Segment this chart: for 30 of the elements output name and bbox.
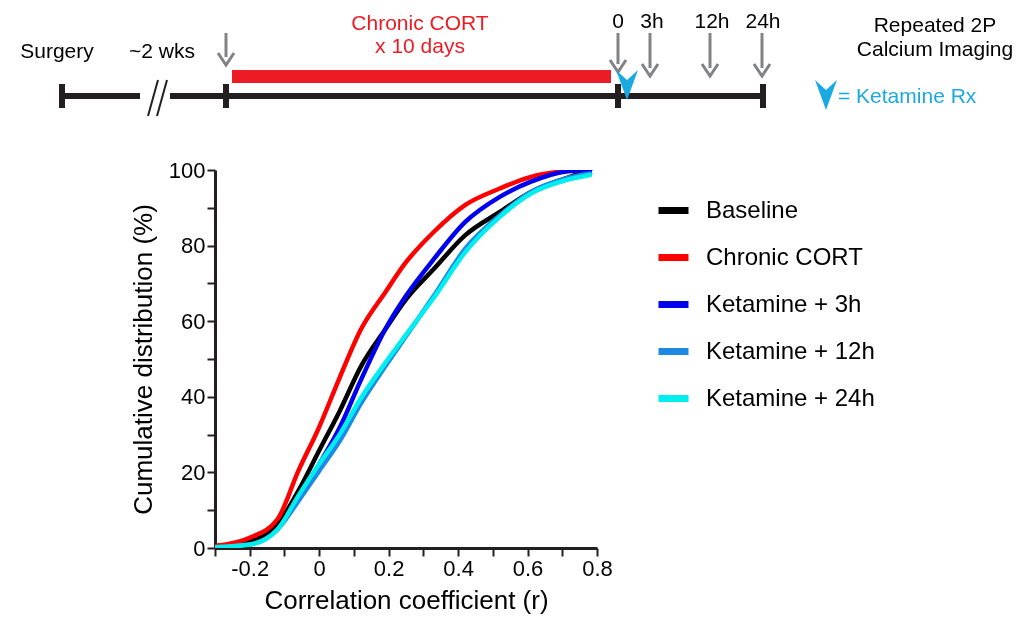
y-tick-label: 40 xyxy=(181,384,206,410)
y-tick-label: 20 xyxy=(181,459,206,485)
y-tick-label: 0 xyxy=(193,535,206,561)
text: 24h xyxy=(745,9,781,32)
x-tick-label: -0.2 xyxy=(231,555,270,581)
x-tick-label: 0.8 xyxy=(582,555,613,581)
y-tick-label: 60 xyxy=(181,308,206,334)
legend-label: Chronic CORT xyxy=(706,242,864,270)
x-tick-label: 0.2 xyxy=(373,555,405,581)
y-tick-label: 100 xyxy=(168,157,206,183)
text: 3h xyxy=(640,9,664,32)
text: 12h xyxy=(694,9,730,32)
text: Calcium Imaging xyxy=(856,37,1014,60)
x-tick-label: 0.4 xyxy=(443,555,474,581)
x-tick-label: 0.6 xyxy=(512,555,544,581)
text: = Ketamine Rx xyxy=(838,84,977,107)
legend-label: Ketamine + 24h xyxy=(706,383,875,411)
x-axis-title: Correlation coefficient (r) xyxy=(264,584,549,615)
x-tick-label: 0 xyxy=(313,555,326,581)
text: ~2 wks xyxy=(129,39,195,62)
legend-label: Ketamine + 12h xyxy=(706,336,875,364)
text: 0 xyxy=(612,9,624,32)
y-tick-label: 80 xyxy=(181,233,206,259)
text: Surgery xyxy=(20,39,95,62)
y-axis-title: Cumulative distribution (%) xyxy=(127,204,158,515)
text: x 10 days xyxy=(375,34,465,57)
text: Chronic CORT xyxy=(351,11,489,34)
legend-label: Baseline xyxy=(706,195,799,223)
text: Repeated 2P xyxy=(873,13,997,36)
legend-label: Ketamine + 3h xyxy=(706,289,862,317)
